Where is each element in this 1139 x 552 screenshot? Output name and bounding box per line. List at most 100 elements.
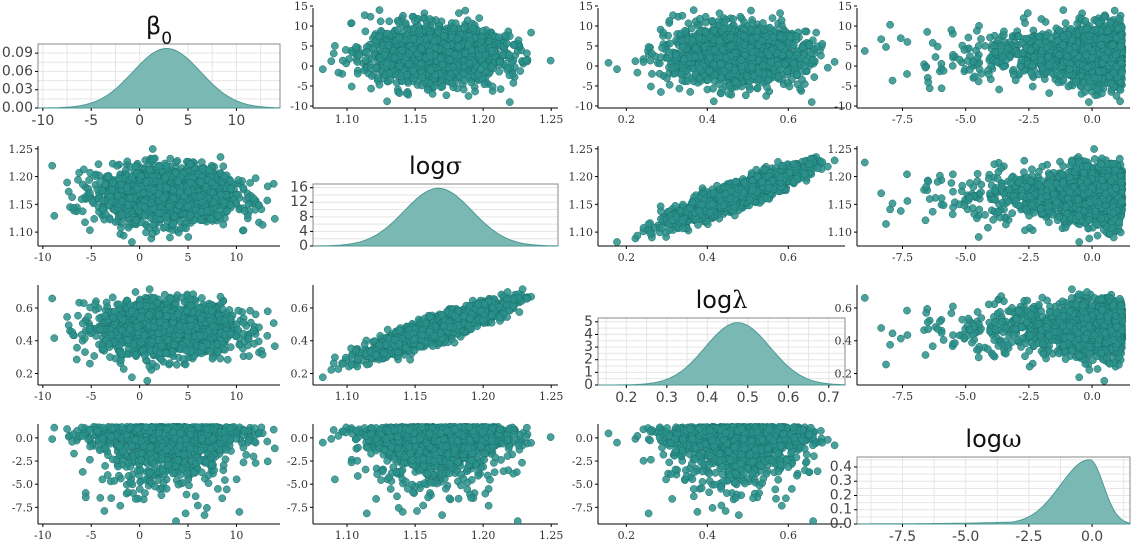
scatter-point [695,34,704,42]
scatter-point [703,76,712,84]
scatter-point [937,84,946,93]
scatter-point [417,44,426,53]
scatter-point [657,53,665,61]
scatter-point [727,42,735,50]
scatter-r1-c2-ytick-label: 5 [301,40,308,53]
scatter-point [776,65,785,74]
scatter-point [426,66,435,74]
scatter-point [659,28,668,37]
scatter-point [461,6,470,15]
scatter-point [464,92,473,100]
scatter-r1-c2-xtick-label: 1.10 [335,113,360,126]
scatter-point [1055,26,1064,35]
scatter-point [329,49,338,58]
scatter-point [818,40,827,48]
scatter-point [375,6,384,14]
scatter-r1-c2-ytick-label: 0 [301,60,308,73]
scatter-point [765,50,773,59]
scatter-point [463,16,472,25]
scatter-point [798,43,807,52]
density-beta0-ytick-label: 0.00 [2,100,33,116]
scatter-point [812,28,821,37]
scatter-point [933,42,942,51]
scatter-point [334,68,343,77]
scatter-point [695,74,704,83]
scatter-point [361,27,370,36]
scatter-point [505,51,514,59]
scatter-point [810,73,819,81]
scatter-point [860,47,869,55]
scatter-r1-c2-xtick-label: 1.25 [539,113,564,126]
scatter-point [646,56,655,65]
scatter-point [769,33,778,42]
scatter-point [372,63,380,72]
scatter-point [385,69,394,78]
scatter-point [353,58,362,66]
scatter-point [739,31,748,40]
scatter-point [476,65,485,74]
scatter-point [341,46,350,54]
scatter-point [331,42,339,50]
scatter-point [806,49,815,58]
scatter-point [665,48,674,56]
scatter-point [676,29,685,38]
scatter-point [977,35,985,43]
scatter-point [479,27,487,35]
scatter-point [999,31,1008,40]
scatter-point [495,33,503,42]
scatter-r1-c3-ytick-label: 15 [579,0,593,13]
scatter-point [465,59,474,68]
scatter-point [415,36,424,45]
scatter-point [426,15,434,23]
scatter-point [390,54,399,62]
scatter-r1-c3-ytick-label: 5 [586,40,593,53]
scatter-point [668,63,677,72]
scatter-point [480,80,489,89]
scatter-point [639,58,648,66]
scatter-point [672,51,680,59]
scatter-r1-c2-xtick-label: 1.15 [403,113,428,126]
scatter-point [995,85,1003,94]
scatter-point [692,44,701,53]
scatter-point [746,85,754,94]
scatter-point [439,31,448,40]
scatter-point [783,67,792,76]
scatter-point [708,17,717,25]
scatter-point [385,17,394,26]
scatter-point [394,18,403,27]
scatter-point [375,32,384,41]
scatter-point [505,98,514,106]
scatter-point [789,41,798,49]
scatter-point [509,79,518,87]
density-beta0-xtick-label: 10 [228,113,246,129]
scatter-point [454,42,463,51]
scatter-point [450,50,459,59]
scatter-point [449,63,457,71]
scatter-point [360,11,369,20]
scatter-point [373,74,382,83]
scatter-point [471,87,479,96]
density-beta0-xtick-label: -10 [31,113,54,129]
scatter-point [747,63,756,72]
scatter-point [453,34,462,43]
scatter-r1-c3-xtick-label: 0.6 [780,113,798,126]
scatter-point [715,37,724,45]
scatter-point [762,92,771,100]
scatter-point [807,98,816,106]
scatter-point [409,24,418,33]
scatter-point [695,64,704,73]
scatter-point [386,76,395,84]
scatter-point [657,88,665,96]
scatter-point [401,19,410,27]
density-beta0-xtick-label: 0 [135,113,144,129]
scatter-point [631,57,640,66]
scatter-point [436,54,445,63]
scatter-point [747,6,755,15]
scatter-point [737,56,746,64]
scatter-point [823,63,832,72]
scatter-point [737,63,746,71]
scatter-point [409,66,417,75]
scatter-point [455,9,463,17]
